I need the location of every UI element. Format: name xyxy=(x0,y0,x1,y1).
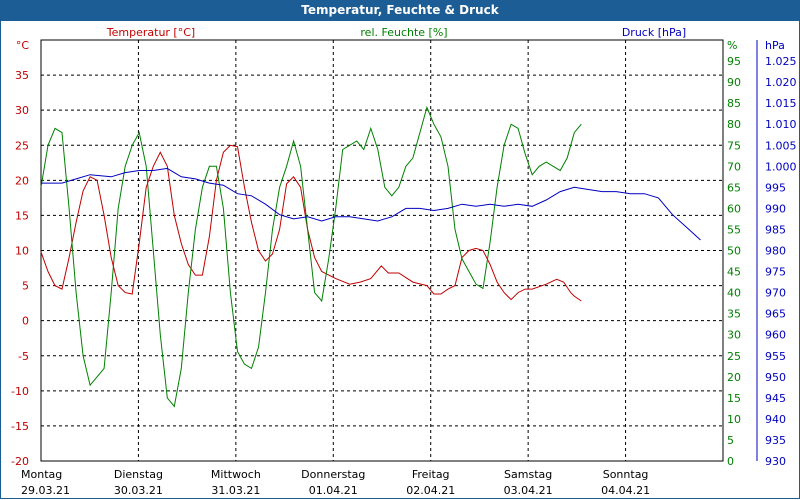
press-tick-label: 990 xyxy=(765,202,786,215)
series-layer xyxy=(40,105,701,408)
hum-tick-label: 45 xyxy=(727,266,741,279)
hum-tick-label: 0 xyxy=(727,455,734,468)
press-tick-label: 930 xyxy=(765,455,786,468)
hum-tick-label: 55 xyxy=(727,223,741,236)
series-line-temp xyxy=(40,144,582,302)
series-line-hum xyxy=(40,105,582,408)
press-tick-label: 940 xyxy=(765,413,786,426)
x-date-label: 03.04.21 xyxy=(504,484,553,497)
hum-axis-title: rel. Feuchte [%] xyxy=(360,26,447,39)
press-axis-title: Druck [hPa] xyxy=(622,26,686,39)
press-tick-label: 1.025 xyxy=(765,55,797,68)
temp-tick-label: -20 xyxy=(11,455,29,468)
temp-tick-label: -15 xyxy=(11,420,29,433)
temp-tick-label: 25 xyxy=(15,139,29,152)
press-tick-label: 985 xyxy=(765,223,786,236)
chart-frame: -20 -15 -10 -5 0 5 10 15 20 25 30 35 °C 0 5 10 15 20 25 30 3… xyxy=(0,21,800,499)
temp-axis-title: Temperatur [°C] xyxy=(106,26,195,39)
hum-unit-label: % xyxy=(727,39,737,52)
x-date-label: 04.04.21 xyxy=(601,484,650,497)
hum-tick-label: 50 xyxy=(727,245,741,258)
hum-tick-label: 15 xyxy=(727,392,741,405)
hum-tick-label: 40 xyxy=(727,287,741,300)
plot-border xyxy=(40,39,724,462)
hum-tick-label: 60 xyxy=(727,202,741,215)
x-date-label: 29.03.21 xyxy=(21,484,70,497)
temp-tick-label: 35 xyxy=(15,69,29,82)
x-day-label: Sonntag xyxy=(603,468,649,481)
press-tick-label: 945 xyxy=(765,392,786,405)
hum-tick-label: 70 xyxy=(727,160,741,173)
temp-tick-label: 30 xyxy=(15,104,29,117)
press-tick-label: 995 xyxy=(765,181,786,194)
x-day-label: Freitag xyxy=(412,468,450,481)
press-tick-label: 1.020 xyxy=(765,76,797,89)
press-tick-label: 1.000 xyxy=(765,160,797,173)
hum-tick-label: 5 xyxy=(727,434,734,447)
hum-tick-label: 25 xyxy=(727,350,741,363)
x-date-label: 31.03.21 xyxy=(211,484,260,497)
press-tick-label: 975 xyxy=(765,266,786,279)
hum-tick-label: 75 xyxy=(727,139,741,152)
x-day-label: Montag xyxy=(21,468,62,481)
temp-tick-label: 10 xyxy=(15,245,29,258)
x-date-label: 02.04.21 xyxy=(406,484,455,497)
press-tick-label: 1.005 xyxy=(765,139,797,152)
series-line-press xyxy=(41,167,701,241)
x-day-label: Donnerstag xyxy=(301,468,365,481)
temp-unit-label: °C xyxy=(16,39,30,52)
x-day-label: Mittwoch xyxy=(211,468,261,481)
temp-tick-label: 5 xyxy=(22,280,29,293)
temp-tick-label: 20 xyxy=(15,174,29,187)
x-date-label: 01.04.21 xyxy=(309,484,358,497)
hum-tick-label: 10 xyxy=(727,413,741,426)
press-tick-label: 935 xyxy=(765,434,786,447)
temp-tick-label: 15 xyxy=(15,209,29,222)
hum-tick-label: 85 xyxy=(727,97,741,110)
window-title: Temperatur, Feuchte & Druck xyxy=(0,0,800,21)
press-unit-label: hPa xyxy=(765,39,785,52)
hum-tick-label: 20 xyxy=(727,371,741,384)
press-tick-label: 1.010 xyxy=(765,118,797,131)
press-tick-label: 980 xyxy=(765,245,786,258)
press-tick-label: 955 xyxy=(765,350,786,363)
temp-tick-label: -10 xyxy=(11,385,29,398)
x-date-label: 30.03.21 xyxy=(114,484,163,497)
press-tick-label: 960 xyxy=(765,329,786,342)
press-tick-label: 1.015 xyxy=(765,97,797,110)
x-day-label: Dienstag xyxy=(114,468,163,481)
press-tick-label: 970 xyxy=(765,287,786,300)
hum-tick-label: 80 xyxy=(727,118,741,131)
axes-layer: -20 -15 -10 -5 0 5 10 15 20 25 30 35 °C 0 5 10 15 20 25 30 3… xyxy=(11,26,796,497)
hum-tick-label: 65 xyxy=(727,181,741,194)
chart: -20 -15 -10 -5 0 5 10 15 20 25 30 35 °C 0 5 10 15 20 25 30 3… xyxy=(11,26,796,497)
temp-tick-label: -5 xyxy=(18,350,29,363)
hum-tick-label: 90 xyxy=(727,76,741,89)
temp-tick-label: 0 xyxy=(22,315,29,328)
grid xyxy=(40,39,724,462)
hum-tick-label: 95 xyxy=(727,55,741,68)
hum-tick-label: 30 xyxy=(727,329,741,342)
press-tick-label: 965 xyxy=(765,308,786,321)
x-day-label: Samstag xyxy=(504,468,552,481)
hum-tick-label: 35 xyxy=(727,308,741,321)
press-tick-label: 950 xyxy=(765,371,786,384)
